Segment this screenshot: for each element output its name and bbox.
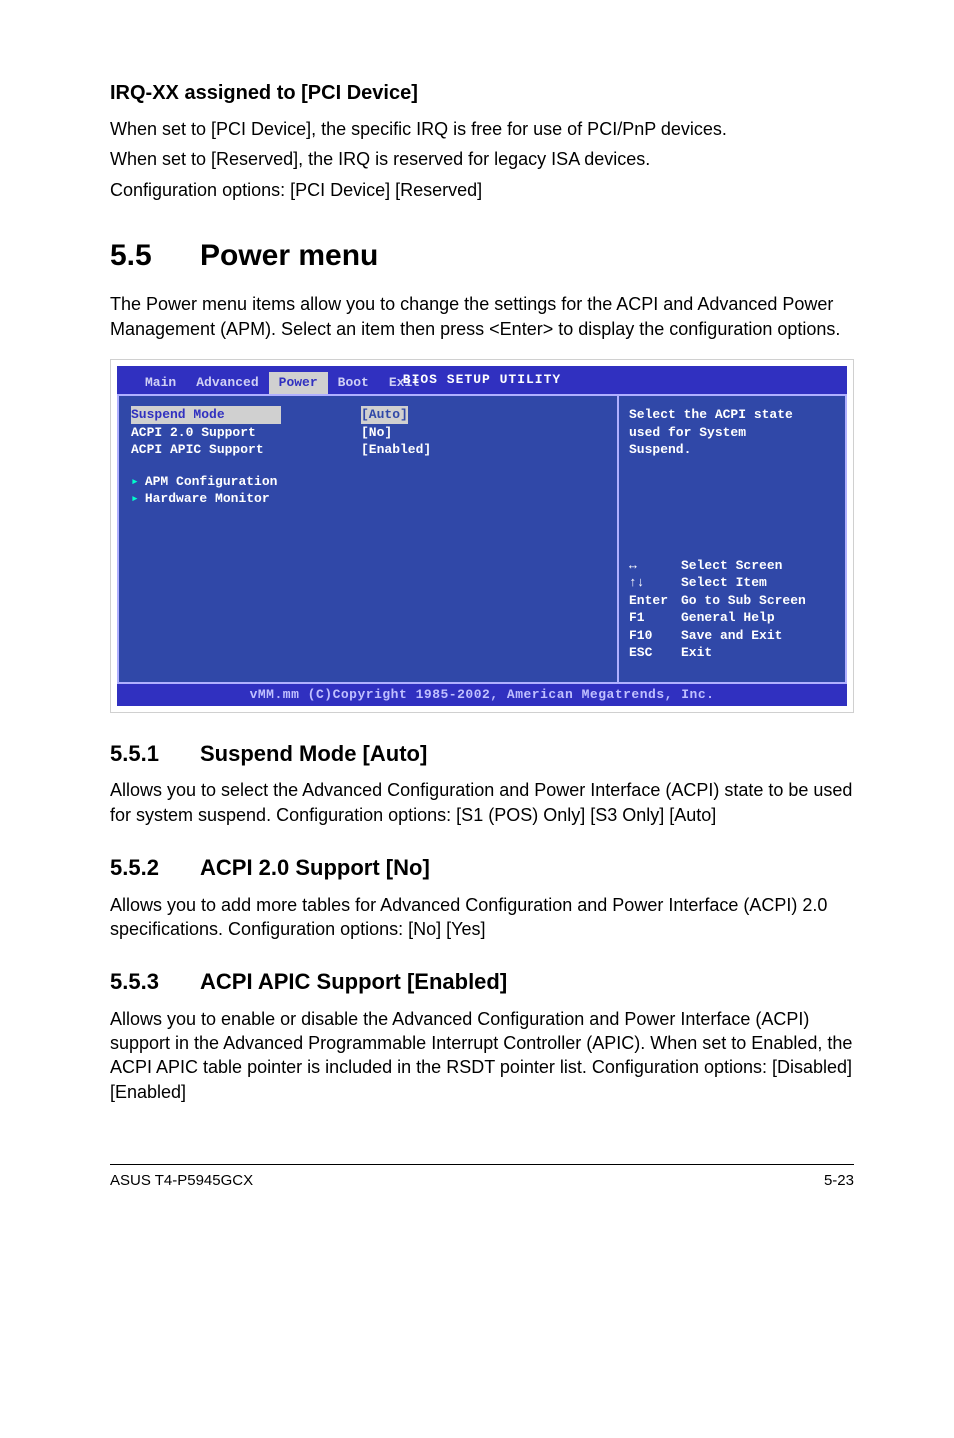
- help-key: F1: [629, 609, 681, 627]
- tab-power[interactable]: Power: [269, 372, 328, 394]
- bios-label: ACPI APIC Support: [131, 441, 361, 459]
- tab-boot[interactable]: Boot: [328, 372, 379, 394]
- bios-value: [Enabled]: [361, 441, 431, 459]
- chapter-text: Power menu: [200, 239, 378, 272]
- s551-num: 5.5.1: [110, 739, 200, 769]
- bios-left-pane: Suspend Mode[Auto] ACPI 2.0 Support[No] …: [117, 394, 617, 684]
- irq-line3: Configuration options: [PCI Device] [Res…: [110, 178, 854, 202]
- bios-screenshot: Main Advanced Power Boot Exit BIOS SETUP…: [110, 359, 854, 713]
- s551-heading: 5.5.1Suspend Mode [Auto]: [110, 739, 854, 769]
- bios-body: Suspend Mode[Auto] ACPI 2.0 Support[No] …: [117, 394, 847, 684]
- help-key: Enter: [629, 592, 681, 610]
- s551-title: Suspend Mode [Auto]: [200, 741, 427, 766]
- s552-num: 5.5.2: [110, 853, 200, 883]
- s552-body: Allows you to add more tables for Advanc…: [110, 893, 854, 942]
- help-action: General Help: [681, 609, 775, 627]
- tab-main[interactable]: Main: [135, 372, 186, 394]
- s553-heading: 5.5.3ACPI APIC Support [Enabled]: [110, 967, 854, 997]
- help-row: F1General Help: [629, 609, 835, 627]
- s553-body: Allows you to enable or disable the Adva…: [110, 1007, 854, 1104]
- help-row: EnterGo to Sub Screen: [629, 592, 835, 610]
- help-key: ↑↓: [629, 574, 681, 592]
- bios-row-acpi20[interactable]: ACPI 2.0 Support[No]: [131, 424, 605, 442]
- footer-left: ASUS T4-P5945GCX: [110, 1171, 253, 1191]
- bios-help-desc: Select the ACPI state used for System Su…: [629, 406, 835, 459]
- help-action: Select Item: [681, 574, 767, 592]
- bios-sub-apm[interactable]: APM Configuration: [131, 473, 605, 491]
- help-action: Select Screen: [681, 557, 782, 575]
- s553-num: 5.5.3: [110, 967, 200, 997]
- help-action: Go to Sub Screen: [681, 592, 806, 610]
- help-action: Exit: [681, 644, 712, 662]
- help-row: ESCExit: [629, 644, 835, 662]
- irq-line2: When set to [Reserved], the IRQ is reser…: [110, 147, 854, 171]
- bios-row-suspend[interactable]: Suspend Mode [Auto]: [131, 406, 605, 424]
- bios-tabs: Main Advanced Power Boot Exit: [117, 366, 430, 394]
- page-footer: ASUS T4-P5945GCX 5-23: [110, 1164, 854, 1191]
- s552-title: ACPI 2.0 Support [No]: [200, 855, 430, 880]
- s552-heading: 5.5.2ACPI 2.0 Support [No]: [110, 853, 854, 883]
- bios-footer: vMM.mm (C)Copyright 1985-2002, American …: [117, 684, 847, 706]
- bios-help-keys: ↔Select Screen ↑↓Select Item EnterGo to …: [629, 557, 835, 672]
- irq-line1: When set to [PCI Device], the specific I…: [110, 117, 854, 141]
- help-key: ↔: [629, 557, 681, 575]
- help-action: Save and Exit: [681, 627, 782, 645]
- s551-body: Allows you to select the Advanced Config…: [110, 778, 854, 827]
- help-key: F10: [629, 627, 681, 645]
- bios-window: Main Advanced Power Boot Exit BIOS SETUP…: [117, 366, 847, 706]
- bios-value: [No]: [361, 424, 392, 442]
- help-row: F10Save and Exit: [629, 627, 835, 645]
- help-key: ESC: [629, 644, 681, 662]
- footer-right: 5-23: [824, 1171, 854, 1191]
- bios-header: Main Advanced Power Boot Exit BIOS SETUP…: [117, 366, 847, 394]
- bios-value: [Auto]: [361, 406, 408, 424]
- tab-advanced[interactable]: Advanced: [186, 372, 268, 394]
- bios-row-acpiapic[interactable]: ACPI APIC Support[Enabled]: [131, 441, 605, 459]
- help-row: ↑↓Select Item: [629, 574, 835, 592]
- chapter-intro: The Power menu items allow you to change…: [110, 292, 854, 341]
- bios-label: ACPI 2.0 Support: [131, 424, 361, 442]
- bios-title: BIOS SETUP UTILITY: [403, 371, 561, 389]
- bios-sub-hwmonitor[interactable]: Hardware Monitor: [131, 490, 605, 508]
- bios-label: Suspend Mode: [131, 406, 281, 424]
- irq-heading: IRQ-XX assigned to [PCI Device]: [110, 80, 854, 107]
- chapter-number: 5.5: [110, 236, 200, 277]
- help-row: ↔Select Screen: [629, 557, 835, 575]
- chapter-title: 5.5Power menu: [110, 236, 854, 277]
- s553-title: ACPI APIC Support [Enabled]: [200, 969, 507, 994]
- bios-right-pane: Select the ACPI state used for System Su…: [617, 394, 847, 684]
